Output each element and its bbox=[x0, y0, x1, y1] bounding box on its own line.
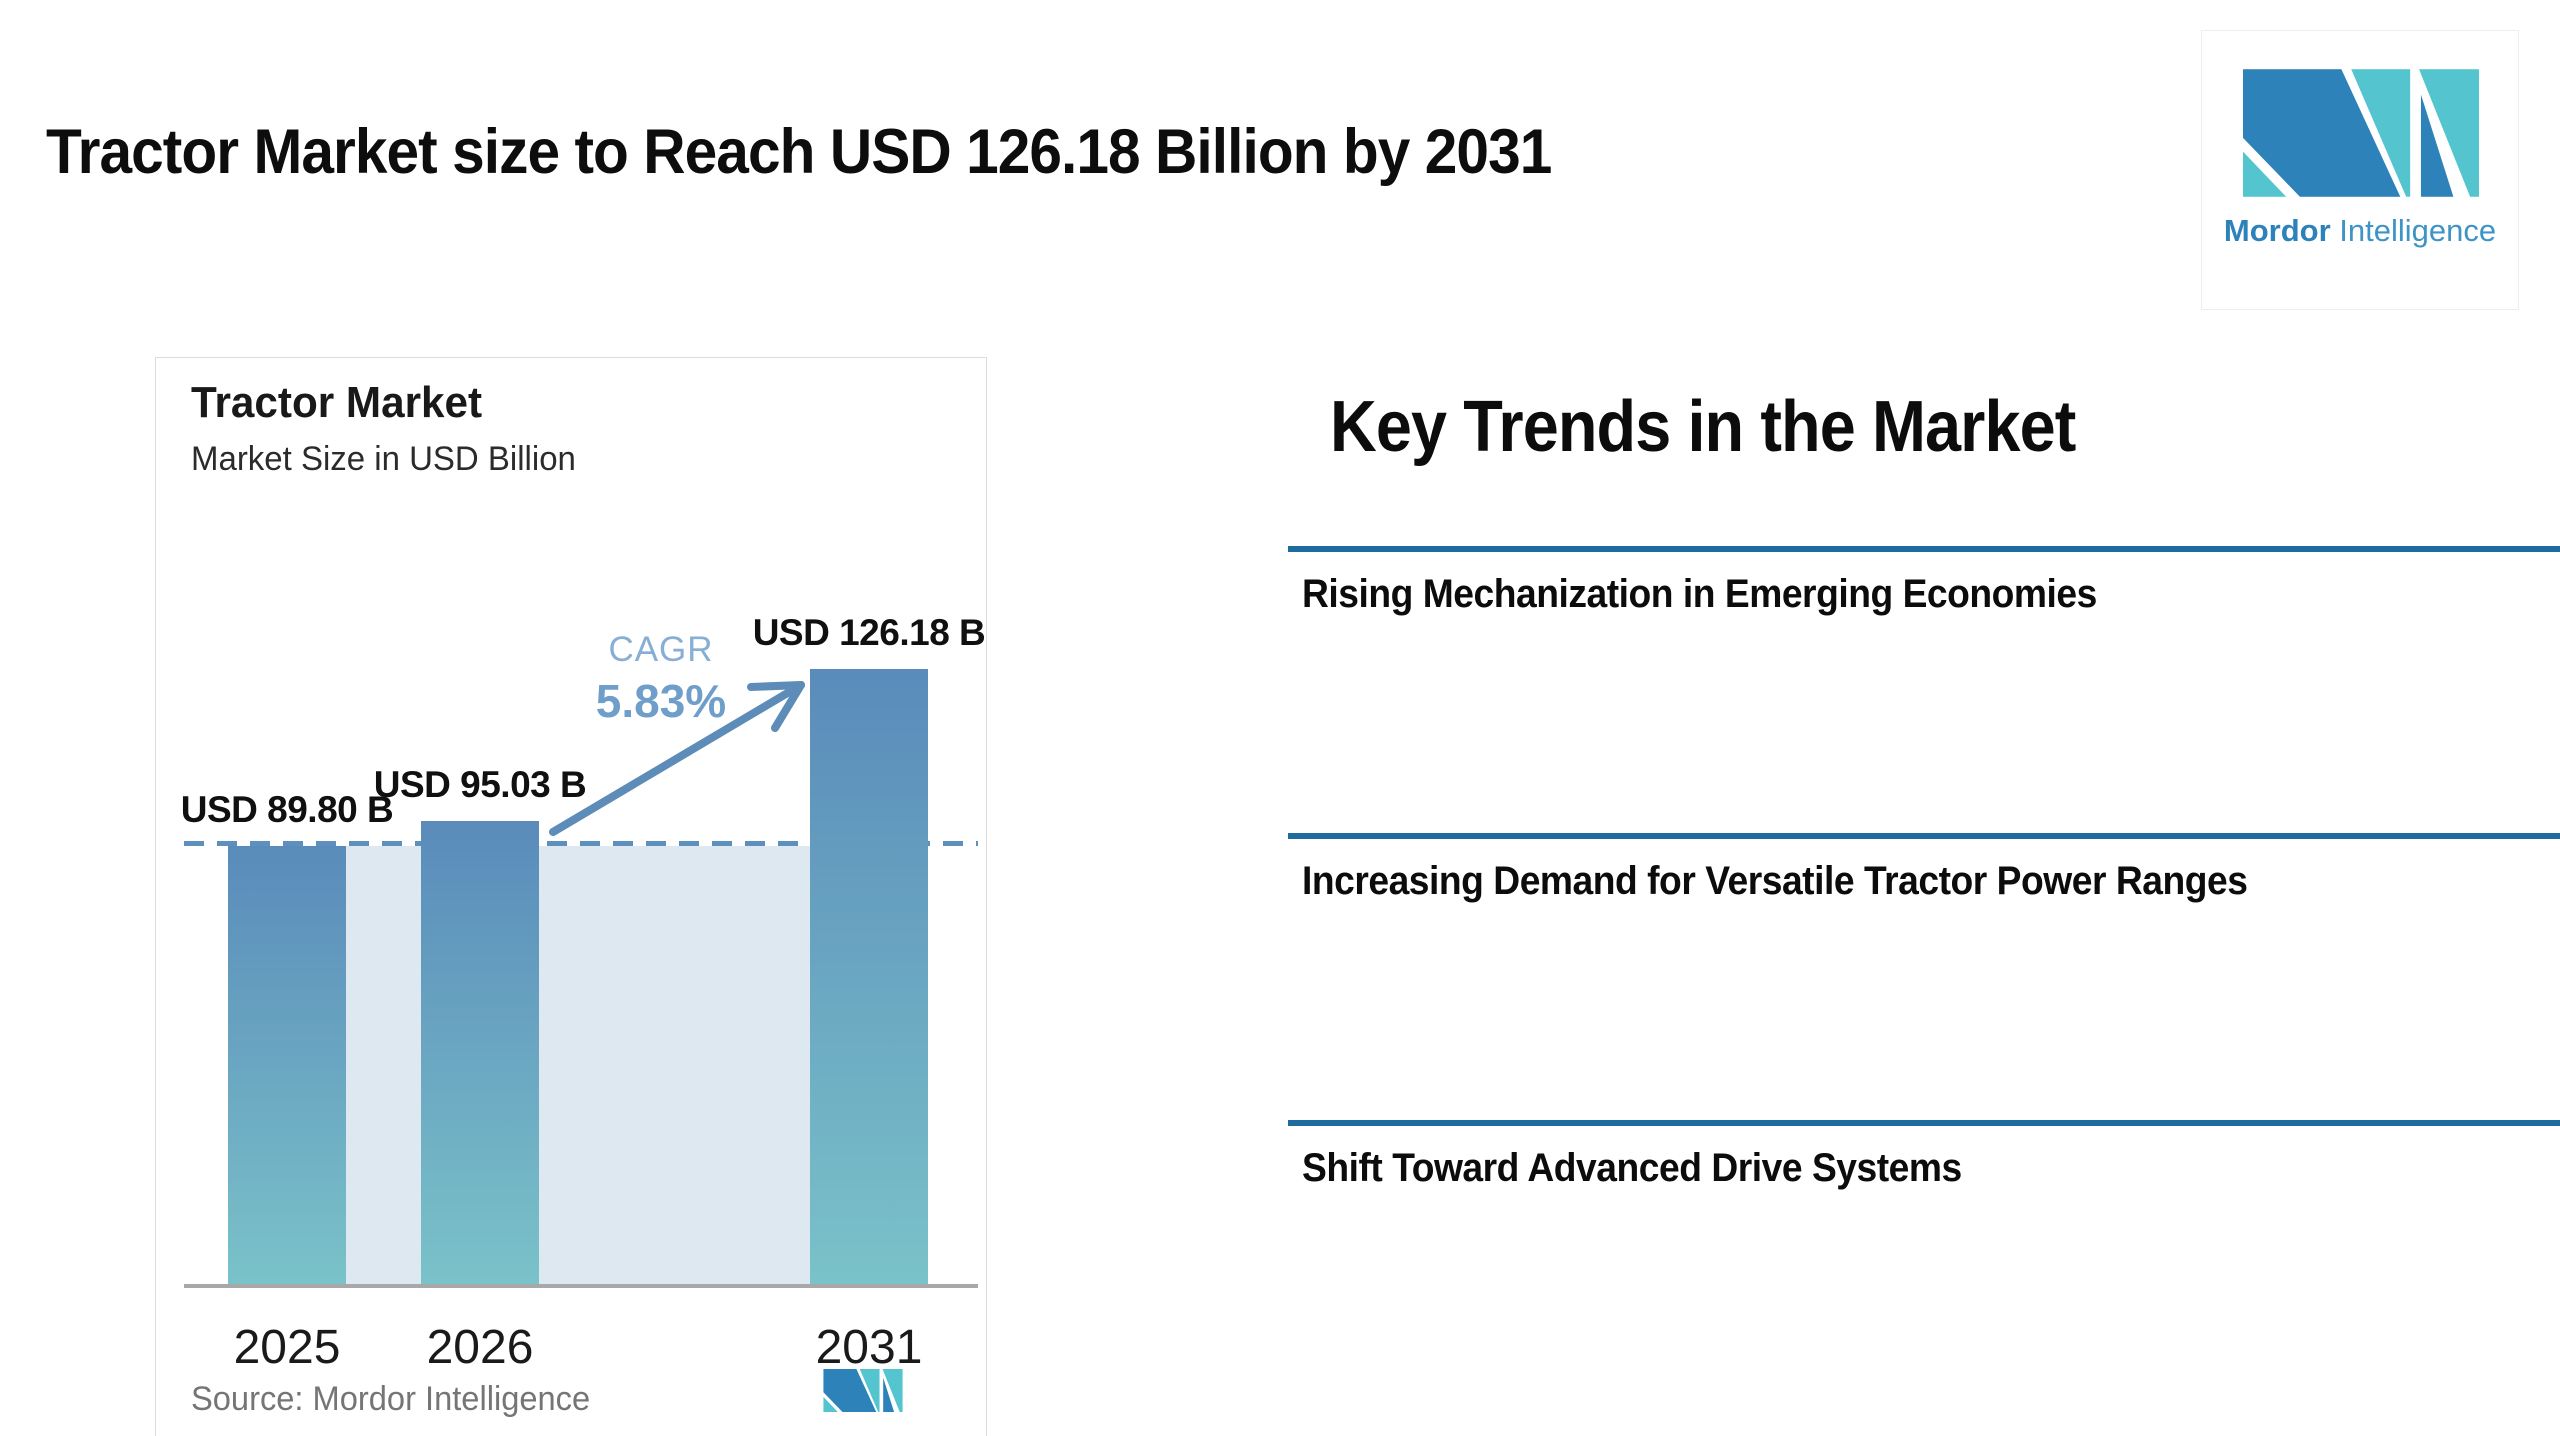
cagr-label: CAGR bbox=[608, 630, 714, 669]
growth-arrow-icon bbox=[549, 681, 805, 836]
bar-value-label-2025: USD 89.80 B bbox=[180, 789, 394, 830]
trend-item-2: Increasing Demand for Versatile Tractor … bbox=[1302, 859, 2248, 903]
brand-name-bold: Mordor bbox=[2223, 213, 2331, 248]
bar-value-label-2031: USD 126.18 B bbox=[752, 612, 986, 653]
key-trends-heading: Key Trends in the Market bbox=[1330, 387, 2076, 467]
trend-divider bbox=[1288, 546, 2560, 552]
trend-item-1: Rising Mechanization in Emerging Economi… bbox=[1302, 572, 2097, 616]
cagr-annotation: CAGR 5.83% bbox=[561, 630, 761, 728]
x-tick-2031: 2031 bbox=[815, 1321, 923, 1374]
x-tick-2026: 2026 bbox=[426, 1321, 534, 1374]
mordor-intelligence-logo-icon bbox=[2243, 69, 2479, 197]
trend-divider bbox=[1288, 833, 2560, 839]
cagr-value: 5.83% bbox=[595, 675, 727, 727]
x-axis-line bbox=[184, 1284, 978, 1288]
market-chart-card: Tractor Market Market Size in USD Billio… bbox=[155, 357, 987, 1436]
brand-logo-card: Mordor Intelligence bbox=[2201, 30, 2519, 310]
chart-dashed-baseline bbox=[184, 841, 978, 846]
bar-2026 bbox=[421, 821, 539, 1284]
brand-name-regular: Intelligence bbox=[2339, 213, 2497, 248]
trend-divider bbox=[1288, 1120, 2560, 1126]
brand-wordmark: Mordor Intelligence bbox=[2202, 213, 2518, 249]
bar-value-label-2026: USD 95.03 B bbox=[373, 764, 587, 805]
mordor-intelligence-mini-logo-icon bbox=[823, 1369, 903, 1412]
chart-title: Tractor Market bbox=[191, 378, 483, 427]
source-caption: Source: Mordor Intelligence bbox=[191, 1380, 591, 1418]
page-title-text: Tractor Market size to Reach USD 126.18 … bbox=[46, 117, 1552, 187]
trend-item-3: Shift Toward Advanced Drive Systems bbox=[1302, 1146, 1962, 1190]
page-title: Tractor Market size to Reach USD 126.18 … bbox=[46, 116, 1665, 188]
bar-2025 bbox=[228, 846, 346, 1284]
x-tick-2025: 2025 bbox=[233, 1321, 341, 1374]
chart-subtitle: Market Size in USD Billion bbox=[191, 440, 576, 478]
bar-2031 bbox=[810, 669, 928, 1284]
